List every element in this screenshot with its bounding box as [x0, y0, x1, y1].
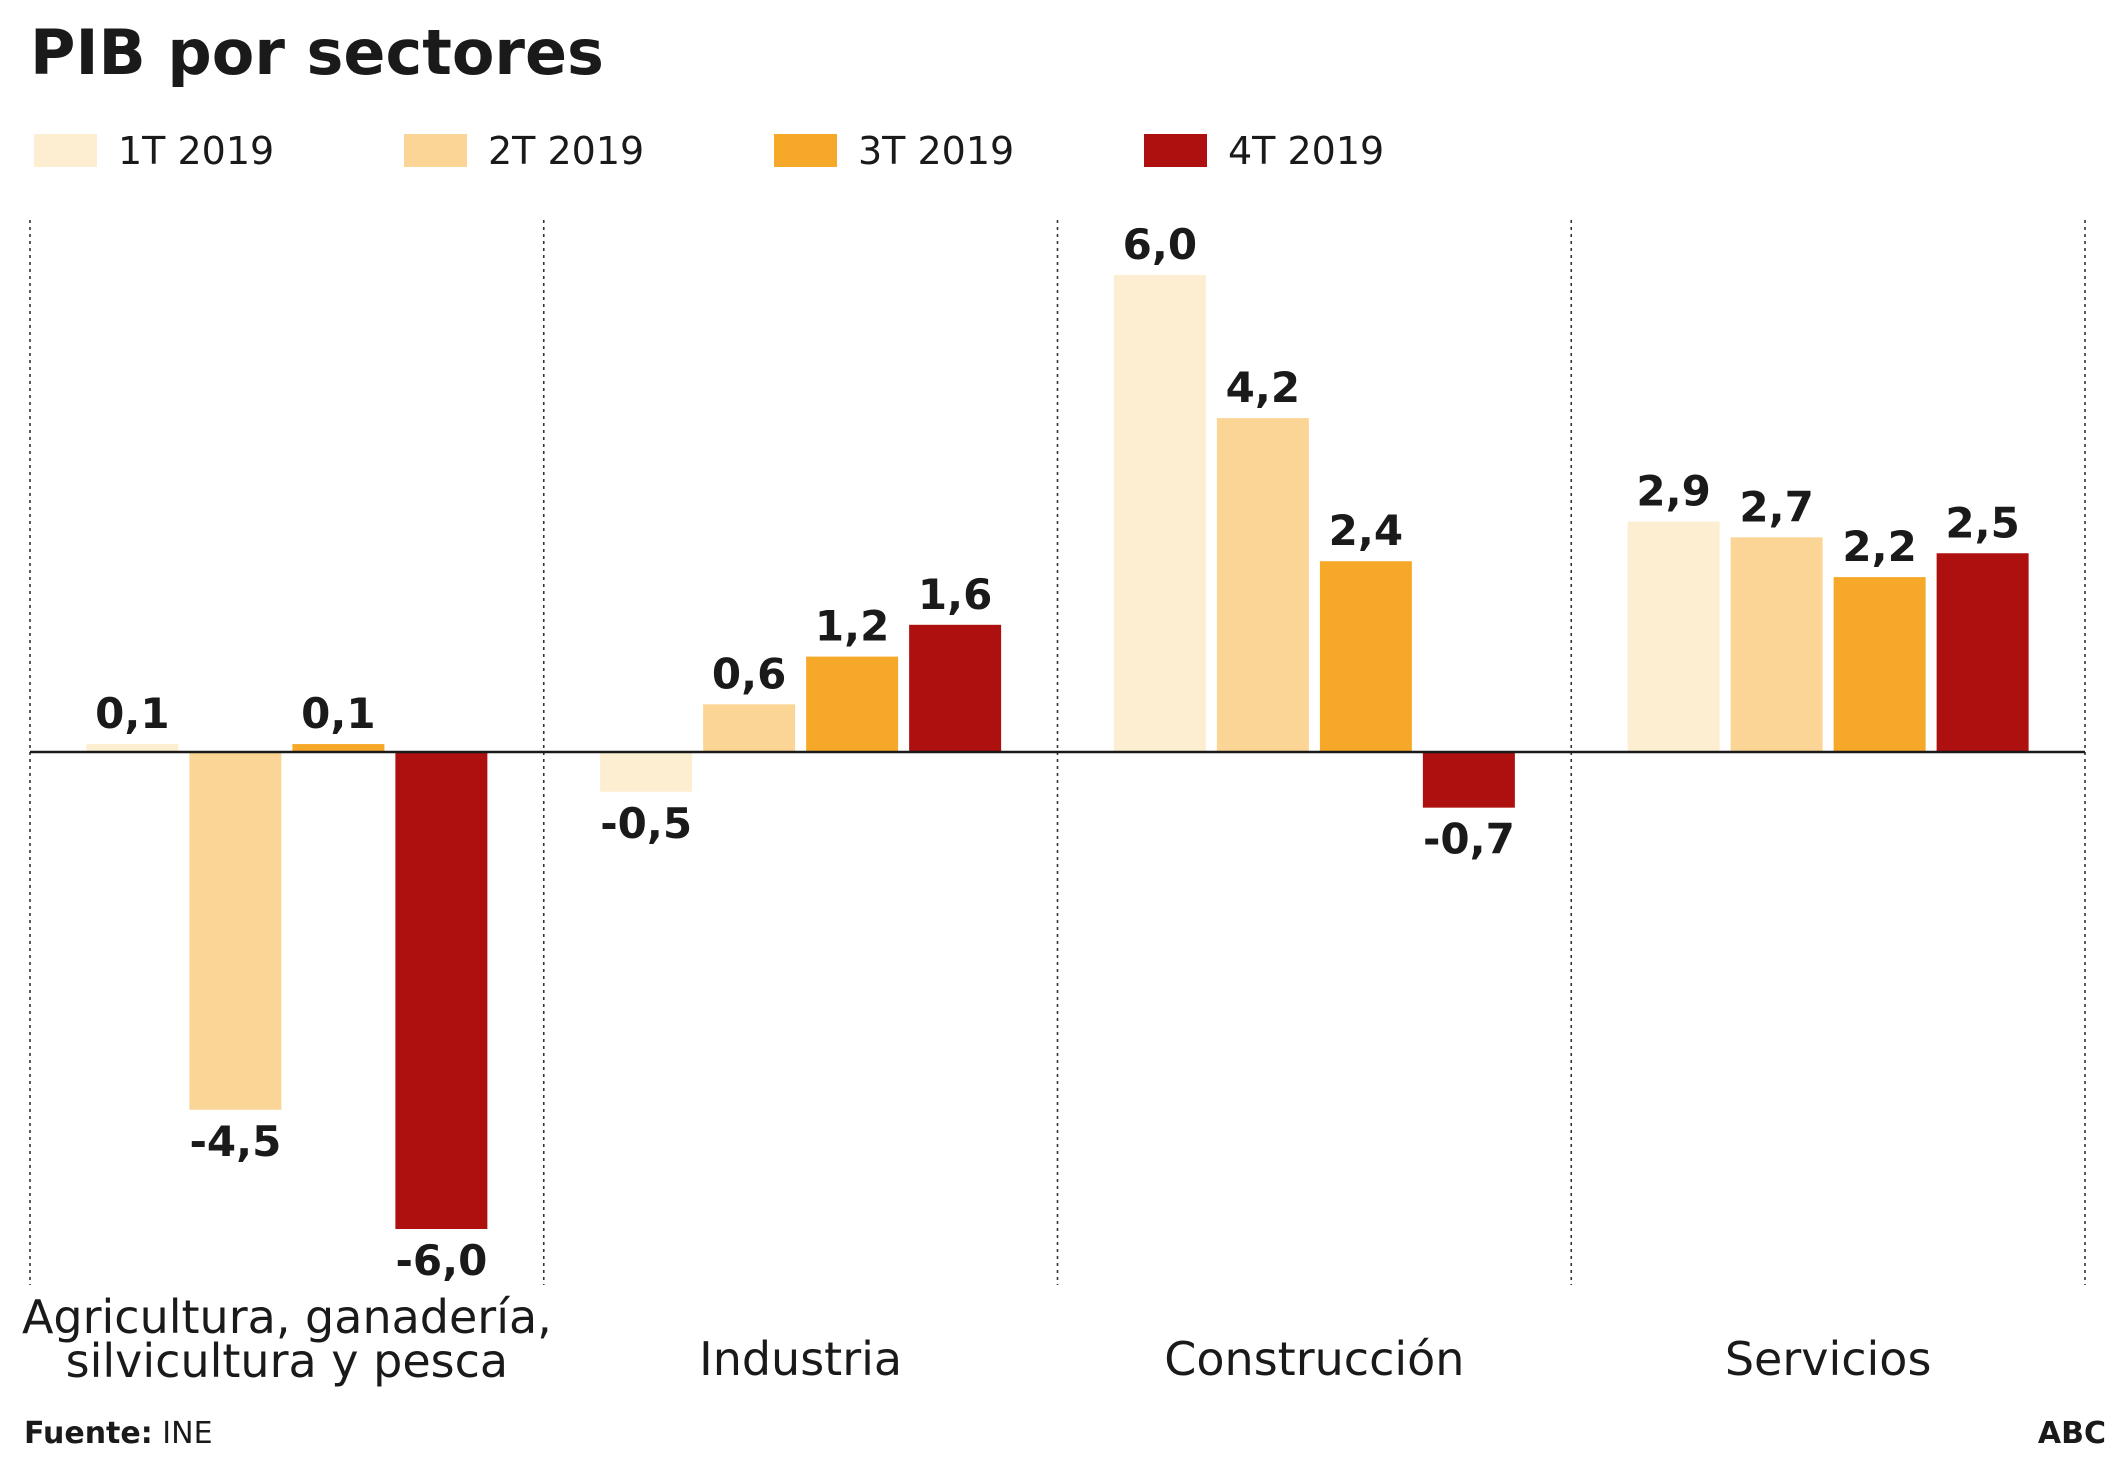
source-note: Fuente: INE — [24, 1416, 213, 1451]
bars — [86, 275, 2029, 1229]
bar-4t-2019-servicios — [1936, 553, 2029, 752]
legend-label-2t-2019: 2T 2019 — [488, 129, 644, 173]
bar-label-1t-2019-industria: -0,5 — [600, 799, 692, 848]
bar-label-3t-2019-servicios: 2,2 — [1842, 522, 1916, 571]
bar-label-2t-2019-industria: 0,6 — [712, 649, 786, 698]
bar-label-4t-2019-construcci-n: -0,7 — [1423, 815, 1515, 864]
bar-label-2t-2019-servicios: 2,7 — [1739, 482, 1813, 531]
bar-label-1t-2019-construcci-n: 6,0 — [1123, 220, 1197, 269]
category-label-line: silvicultura y pesca — [66, 1334, 508, 1388]
bar-label-2t-2019-agricultura-ganader-a: -4,5 — [189, 1117, 281, 1166]
bar-2t-2019-servicios — [1730, 537, 1823, 752]
bar-label-4t-2019-agricultura-ganader-a: -6,0 — [395, 1236, 487, 1285]
bar-label-3t-2019-industria: 1,2 — [815, 602, 889, 651]
legend-swatch-2t-2019 — [404, 134, 467, 167]
bar-1t-2019-industria — [600, 752, 693, 792]
source-label: Fuente: — [24, 1416, 153, 1451]
category-label-agricultura-ganader-a: Agricultura, ganadería, silvicultura y pe… — [22, 1290, 552, 1388]
bar-3t-2019-construcci-n — [1319, 561, 1412, 752]
bar-label-4t-2019-industria: 1,6 — [918, 570, 992, 619]
bar-3t-2019-industria — [806, 656, 899, 752]
bar-3t-2019-servicios — [1833, 577, 1926, 752]
bar-label-3t-2019-agricultura-ganader-a: 0,1 — [301, 689, 375, 738]
category-label-line: Servicios — [1725, 1332, 1932, 1386]
category-label-industria: Industria — [699, 1332, 902, 1386]
bar-label-3t-2019-construcci-n: 2,4 — [1329, 506, 1403, 555]
bar-1t-2019-agricultura-ganader-a — [86, 744, 179, 752]
bar-4t-2019-industria — [909, 624, 1002, 752]
source-value: INE — [162, 1416, 212, 1451]
category-label-servicios: Servicios — [1725, 1332, 1932, 1386]
category-label-construcci-n: Construcción — [1164, 1332, 1464, 1386]
bar-label-2t-2019-construcci-n: 4,2 — [1226, 363, 1300, 412]
bar-label-4t-2019-servicios: 2,5 — [1945, 498, 2019, 547]
category-label-line: Agricultura, ganadería, — [22, 1290, 552, 1344]
bar-2t-2019-industria — [703, 704, 796, 752]
bar-3t-2019-agricultura-ganader-a — [292, 744, 385, 752]
legend-label-4t-2019: 4T 2019 — [1228, 129, 1384, 173]
chart-title: PIB por sectores — [30, 16, 604, 89]
bar-4t-2019-construcci-n — [1422, 752, 1515, 808]
bar-1t-2019-servicios — [1627, 521, 1720, 752]
legend-label-1t-2019: 1T 2019 — [118, 129, 274, 173]
bar-2t-2019-construcci-n — [1216, 418, 1309, 752]
legend-swatch-4t-2019 — [1144, 134, 1207, 167]
bar-value-labels: 0,1 -4,5 0,1 -6,0 -0,5 0,6 1,2 1,6 6,0 4,2 2,4 -0,7… — [95, 220, 2020, 1285]
brand-logo-text: ABC — [2038, 1416, 2106, 1451]
bar-2t-2019-agricultura-ganader-a — [189, 752, 282, 1110]
bar-1t-2019-construcci-n — [1113, 275, 1206, 752]
legend-swatch-1t-2019 — [34, 134, 97, 167]
legend-label-3t-2019: 3T 2019 — [858, 129, 1014, 173]
bar-4t-2019-agricultura-ganader-a — [395, 752, 488, 1229]
legend-swatch-3t-2019 — [774, 134, 837, 167]
legend: 1T 2019 2T 2019 3T 2019 4T 2019 — [34, 129, 1384, 173]
category-labels: Agricultura, ganadería, silvicultura y pe… — [22, 1290, 1931, 1388]
category-label-line: Industria — [699, 1332, 902, 1386]
category-label-line: Construcción — [1164, 1332, 1464, 1386]
bar-label-1t-2019-agricultura-ganader-a: 0,1 — [95, 689, 169, 738]
bar-label-1t-2019-servicios: 2,9 — [1636, 466, 1710, 515]
